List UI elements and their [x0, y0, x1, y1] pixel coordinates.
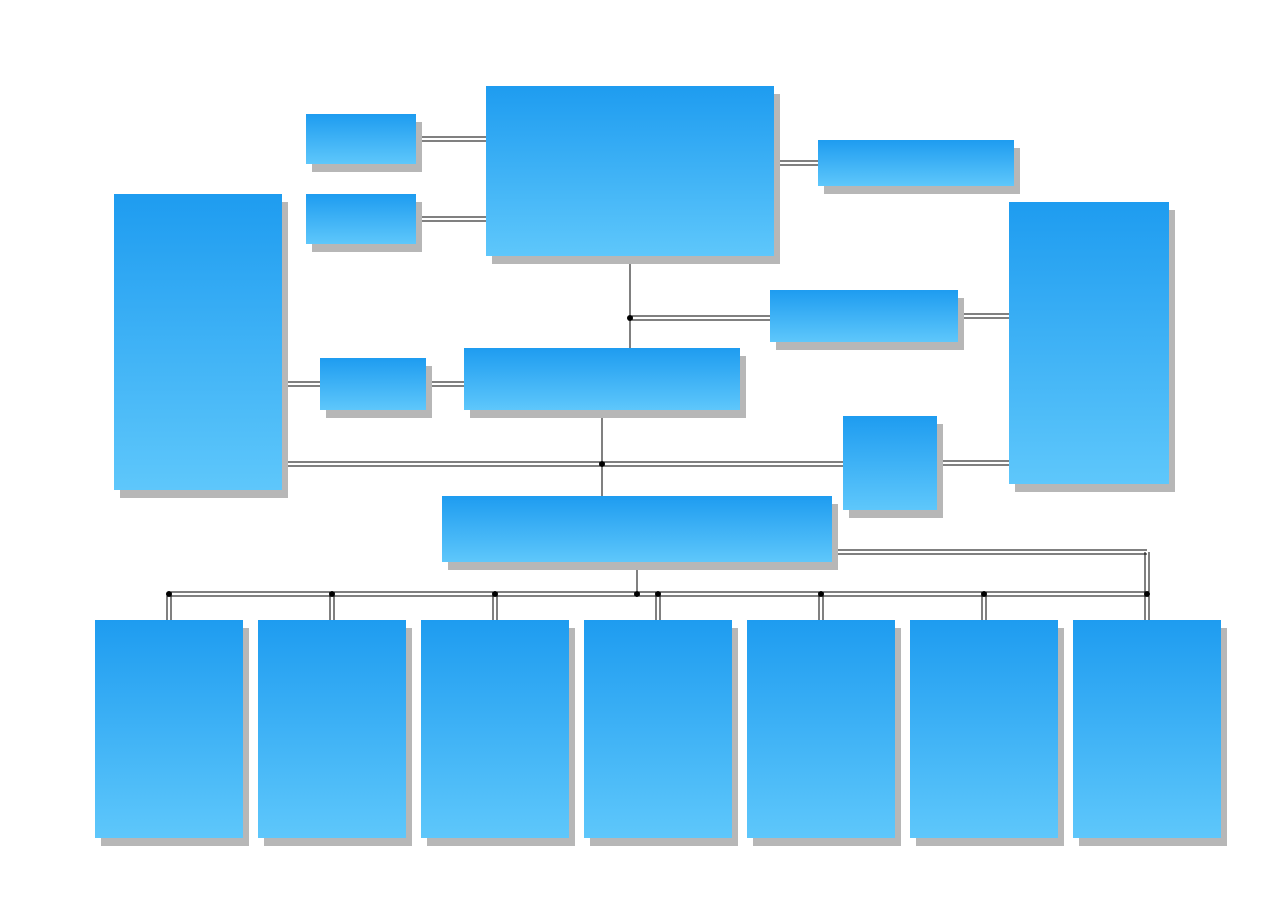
node-root [486, 86, 774, 256]
node-right-tall [1009, 202, 1169, 484]
node-mid-center-bar [464, 348, 740, 410]
node-leaf-2 [258, 620, 406, 838]
node-label [747, 620, 895, 838]
node-label [818, 140, 1014, 186]
node-label [584, 620, 732, 838]
node-leaf-1 [95, 620, 243, 838]
node-leaf-4 [584, 620, 732, 838]
node-label [770, 290, 958, 342]
node-label [1009, 202, 1169, 484]
node-top-right-bar [818, 140, 1014, 186]
node-label [258, 620, 406, 838]
node-label [486, 86, 774, 256]
node-leaf-6 [910, 620, 1058, 838]
node-label [421, 620, 569, 838]
node-mid-small-left [320, 358, 426, 410]
node-top-small-b [306, 194, 416, 244]
node-top-small-a [306, 114, 416, 164]
node-label [464, 348, 740, 410]
node-mid-right-bar [770, 290, 958, 342]
node-label [910, 620, 1058, 838]
node-label [843, 416, 937, 510]
node-leaf-5 [747, 620, 895, 838]
node-label [1073, 620, 1221, 838]
node-label [114, 194, 282, 490]
node-label [306, 194, 416, 244]
node-label [306, 114, 416, 164]
node-left-tall [114, 194, 282, 490]
node-lower-wide-bar [442, 496, 832, 562]
node-label [95, 620, 243, 838]
node-label [442, 496, 832, 562]
node-leaf-7 [1073, 620, 1221, 838]
node-leaf-3 [421, 620, 569, 838]
node-mid-sq-right [843, 416, 937, 510]
org-chart-canvas [0, 0, 1280, 904]
node-label [320, 358, 426, 410]
